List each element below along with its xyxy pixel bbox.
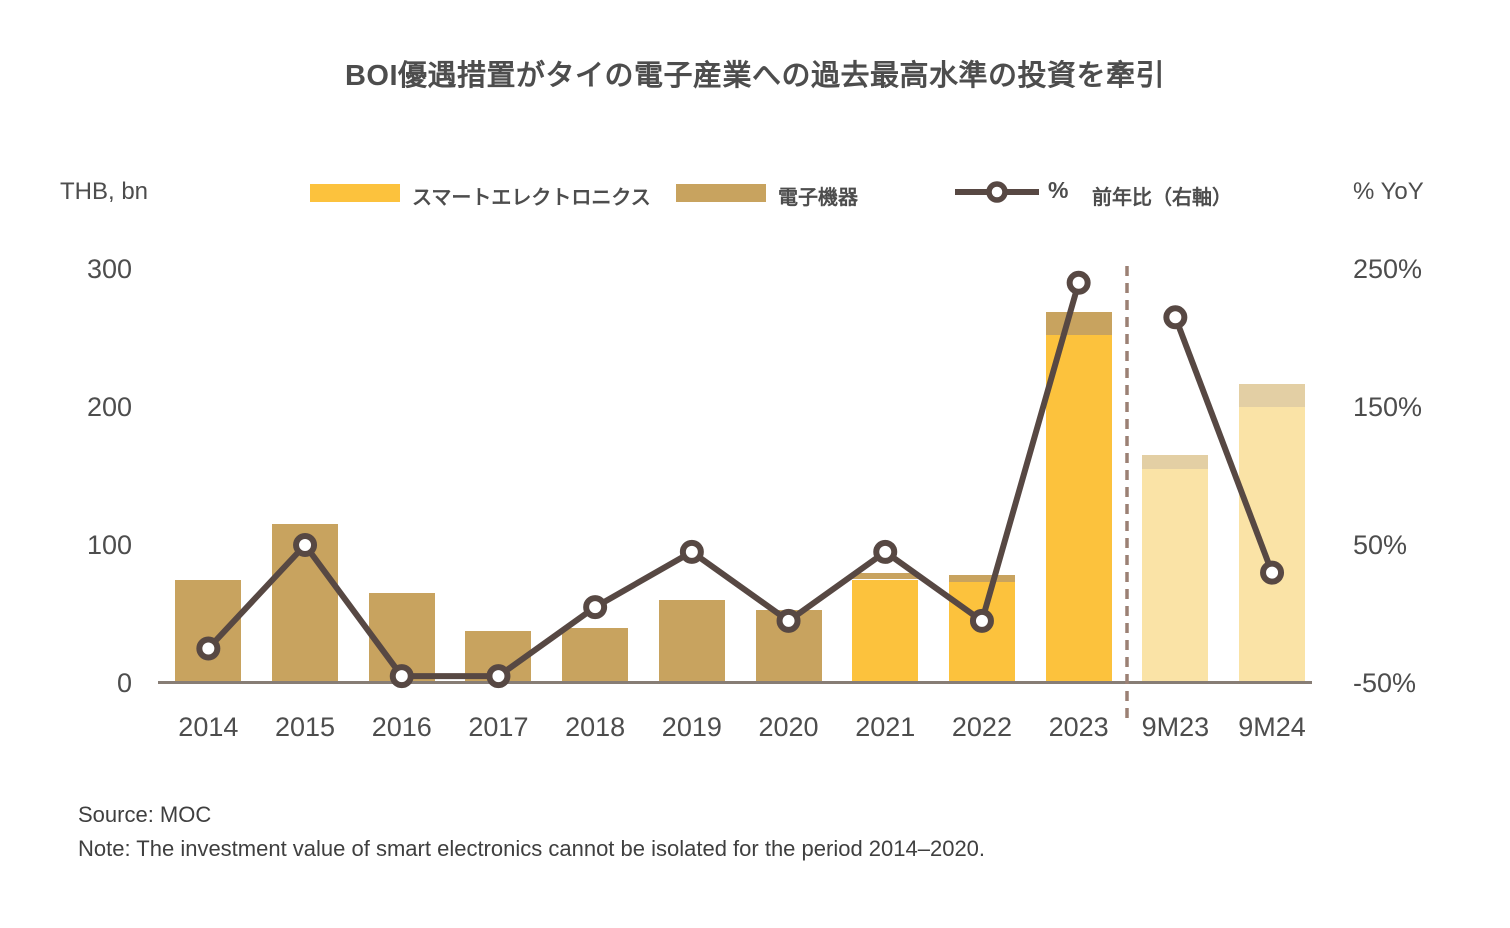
legend-smart-label: スマートエレクトロニクス xyxy=(412,187,651,209)
bar-9M23-electronics xyxy=(1142,455,1209,470)
yoy-marker-9M24 xyxy=(1260,560,1285,585)
left-tick-200: 200 xyxy=(86,392,132,422)
bar-2019-electronics xyxy=(658,600,725,683)
right-tick-250: 250% xyxy=(1353,254,1423,284)
left-tick-0: 0 xyxy=(116,668,132,698)
right-axis-unit: % YoY xyxy=(1353,178,1424,205)
legend-electronics-label: 電子機器 xyxy=(778,187,858,209)
bar-2021-smart xyxy=(852,579,919,683)
x-label-2019: 2019 xyxy=(661,712,722,742)
legend-smart-swatch xyxy=(310,184,400,202)
yoy-line-segment-0 xyxy=(206,281,1082,680)
yoy-marker-2023 xyxy=(1066,270,1091,295)
yoy-marker-2022 xyxy=(969,608,994,633)
x-label-9M23: 9M23 xyxy=(1141,712,1210,742)
x-label-2015: 2015 xyxy=(275,712,336,742)
bar-2023-electronics xyxy=(1045,311,1112,336)
bar-2023-smart xyxy=(1045,335,1112,683)
x-label-2016: 2016 xyxy=(371,712,432,742)
legend-electronics-swatch xyxy=(676,184,766,202)
note-text: Note: The investment value of smart elec… xyxy=(78,836,986,861)
yoy-marker-2019 xyxy=(679,539,704,564)
legend-line-icon xyxy=(955,181,1039,203)
x-label-2023: 2023 xyxy=(1048,712,1109,742)
yoy-marker-2017 xyxy=(486,664,511,689)
x-label-2022: 2022 xyxy=(951,712,1012,742)
right-tick-50: 50% xyxy=(1353,530,1408,560)
x-label-2017: 2017 xyxy=(468,712,529,742)
yoy-marker-2018 xyxy=(583,595,608,620)
x-label-2021: 2021 xyxy=(855,712,916,742)
bar-2022-electronics xyxy=(948,575,1015,583)
bar-2018-electronics xyxy=(562,627,629,683)
bar-2021-electronics xyxy=(852,572,919,580)
bar-9M24-electronics xyxy=(1239,383,1306,407)
page-title: BOI優遇措置がタイの電子産業への過去最高水準の投資を牽引 xyxy=(344,60,1166,92)
bar-9M23-smart xyxy=(1142,469,1209,683)
source-text: Source: MOC xyxy=(78,802,212,827)
right-tick--50: -50% xyxy=(1353,668,1417,698)
right-tick-150: 150% xyxy=(1353,392,1423,422)
x-label-9M24: 9M24 xyxy=(1238,712,1306,742)
yoy-marker-9M23 xyxy=(1163,305,1188,330)
yoy-marker-2015 xyxy=(293,533,318,557)
legend-line-percent: % xyxy=(1048,177,1069,203)
left-axis-unit: THB, bn xyxy=(60,178,149,205)
yoy-line-segment-1 xyxy=(1172,316,1275,574)
yoy-marker-2014 xyxy=(196,636,221,661)
bar-9M24-smart xyxy=(1239,407,1306,683)
yoy-marker-2016 xyxy=(389,664,414,689)
x-label-2018: 2018 xyxy=(565,712,626,742)
x-label-2020: 2020 xyxy=(758,712,819,742)
x-axis-baseline xyxy=(158,681,1312,684)
yoy-marker-2020 xyxy=(776,608,801,633)
yoy-marker-2021 xyxy=(873,539,898,564)
legend-line-label: 前年比（右軸） xyxy=(1092,187,1232,209)
x-label-2014: 2014 xyxy=(178,712,239,742)
bar-2014-electronics xyxy=(175,579,242,683)
left-tick-300: 300 xyxy=(86,254,132,284)
left-tick-100: 100 xyxy=(86,530,132,560)
